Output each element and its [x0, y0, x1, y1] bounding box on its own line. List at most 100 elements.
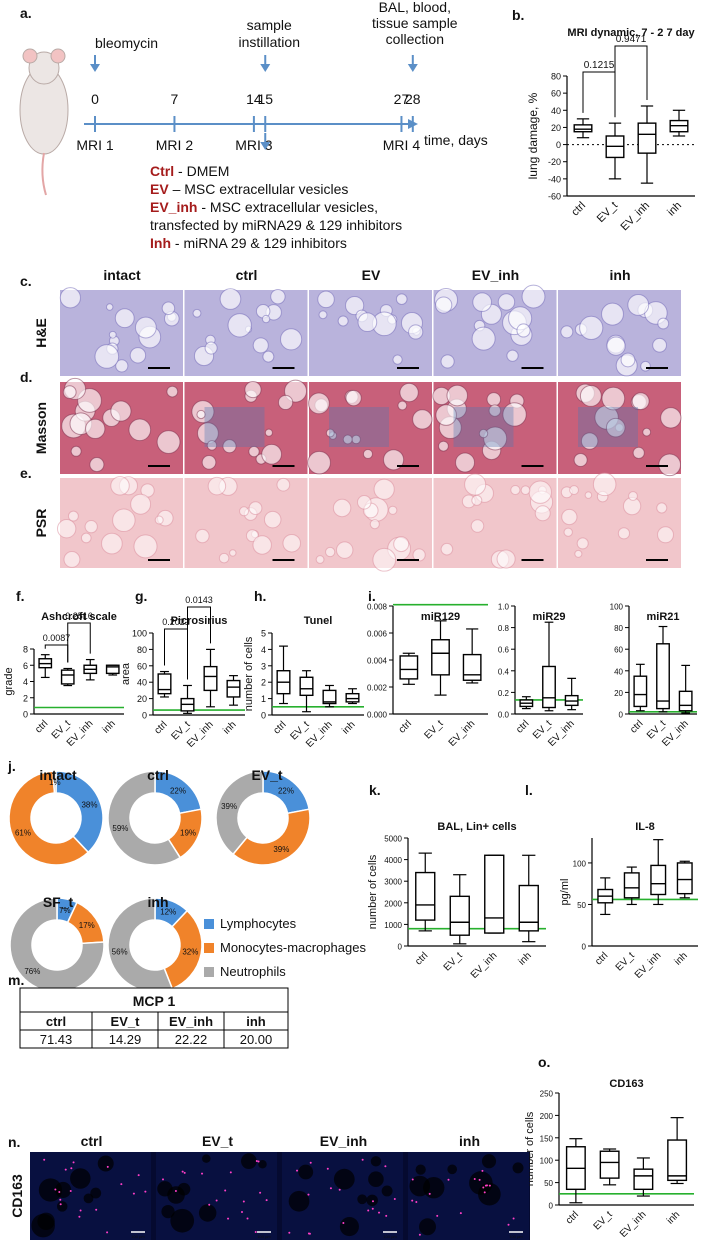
table-header: inh	[246, 1014, 266, 1029]
x-tick-label: ctrl	[397, 718, 414, 735]
box-iqr	[678, 690, 693, 712]
cd163-positive-cell	[415, 1200, 418, 1203]
histology-image	[309, 478, 432, 572]
airspace	[70, 1168, 91, 1189]
x-tick-label: ctrl	[33, 718, 50, 735]
alveolus	[337, 315, 349, 327]
box-inh	[105, 664, 120, 676]
airspace	[240, 1153, 257, 1170]
x-tick-label: ctrl	[564, 1209, 581, 1226]
donut-title: inh	[148, 894, 169, 910]
box-EV_inh	[637, 105, 657, 184]
alveolus	[252, 535, 272, 555]
cd163-stain-label: CD163	[9, 1174, 25, 1218]
legend-swatch	[204, 967, 214, 977]
airspace	[170, 1208, 195, 1233]
group-legend: Ctrl - DMEM EV – MSC extracellular vesicl…	[150, 163, 402, 251]
alveolus	[307, 450, 331, 475]
y-tick-label: 0.2	[498, 689, 510, 698]
histology-image	[558, 382, 682, 477]
event-collection: collection	[386, 31, 444, 47]
timeline-mri-label: MRI 3	[235, 137, 273, 153]
cd163-positive-cell	[385, 1214, 388, 1217]
group-legend-entry: Ctrl - DMEM	[150, 163, 229, 179]
x-tick-label: ctrl	[514, 718, 531, 735]
group-legend-entry: EV_inh - MSC extracellular vesicles,	[150, 199, 378, 215]
timeline-axis-label: time, days	[424, 132, 488, 148]
cd163-positive-cell	[69, 1190, 72, 1193]
donut-ctrl: 22% 19% 59% ctrl	[107, 767, 203, 866]
airspace	[423, 1176, 445, 1199]
chart-l: IL-8 0 50 100 pg/ml ctrl EV_tEV_inh inh	[559, 821, 698, 981]
y-tick-label: 0.8	[498, 624, 510, 633]
box-iqr	[542, 665, 556, 709]
cd163-positive-cell	[183, 1171, 186, 1174]
y-tick-label: 40	[551, 106, 561, 116]
cd163-positive-cell	[72, 1161, 75, 1164]
alveolus	[592, 472, 617, 497]
alveolus	[478, 428, 489, 439]
box-iqr	[345, 692, 360, 703]
arrow-head	[260, 64, 271, 72]
cd163-positive-cell	[361, 1158, 364, 1161]
histology-image	[184, 476, 308, 568]
box-EV_t	[623, 866, 640, 906]
timeline-day-label: 7	[171, 91, 179, 107]
x-tick-label: ctrl	[413, 950, 430, 967]
table-header: EV_inh	[169, 1014, 213, 1029]
y-tick-label: 0	[398, 943, 403, 952]
x-tick-label: EV_inh	[619, 200, 653, 234]
airspace	[198, 1204, 217, 1222]
cd163-positive-cell	[488, 1184, 491, 1187]
alveolus	[112, 508, 136, 533]
x-tick-label: inh	[101, 718, 118, 735]
p-value-label: 0.1215	[584, 60, 615, 71]
alveolus	[270, 288, 286, 305]
box-EV_inh	[484, 854, 505, 934]
airspace	[97, 1155, 114, 1172]
y-tick-label: 6	[23, 661, 28, 671]
box-EV_t	[605, 122, 625, 180]
y-tick-label: 1.0	[498, 603, 510, 612]
alveolus	[62, 385, 77, 400]
cd163-positive-cell	[240, 1210, 243, 1213]
panel-letter: n.	[8, 1134, 20, 1150]
cd163-positive-cell	[371, 1207, 374, 1210]
alveolus	[605, 417, 626, 438]
cd163-image: 100 µm	[282, 1152, 403, 1240]
panel-letter: j.	[7, 758, 16, 774]
y-tick-label: 80	[614, 624, 623, 633]
cd163-positive-cell	[459, 1212, 462, 1215]
group-sep: -	[171, 235, 183, 251]
y-tick-label: 4000	[384, 856, 402, 865]
cd163-positive-cell	[436, 1214, 439, 1217]
donut-slice-label: 39%	[221, 802, 237, 811]
box-iqr	[573, 124, 593, 133]
alveolus	[392, 354, 403, 365]
alveolus	[580, 432, 599, 450]
y-tick-label: 4	[261, 645, 266, 655]
alveolus	[440, 542, 454, 556]
alveolus	[472, 292, 492, 313]
alveolus	[408, 324, 424, 340]
box-ctrl	[633, 663, 648, 712]
y-tick-label: 3	[261, 661, 266, 671]
cd163-positive-cell	[378, 1211, 381, 1214]
box-iqr	[633, 1168, 654, 1191]
chart-title: IL-8	[635, 821, 655, 833]
cd163-positive-cell	[411, 1178, 414, 1181]
event-bleomycin: bleomycin	[95, 35, 158, 51]
significance-bracket	[614, 45, 648, 118]
table-cell: 22.22	[175, 1032, 208, 1047]
airspace	[339, 1217, 359, 1237]
box-iqr	[484, 854, 505, 934]
donut-title: SF_t	[43, 894, 74, 910]
significance-bracket	[67, 622, 91, 663]
alveolus	[560, 325, 574, 339]
panel-letter: b.	[512, 7, 524, 23]
chart-k: BAL, Lin+ cells 0 1000 2000 3000 4000 5000 numb…	[367, 821, 546, 981]
chart-title: miR29	[532, 611, 565, 623]
donut-slice-label: 19%	[180, 828, 196, 837]
x-tick-label: inh	[665, 1209, 682, 1226]
